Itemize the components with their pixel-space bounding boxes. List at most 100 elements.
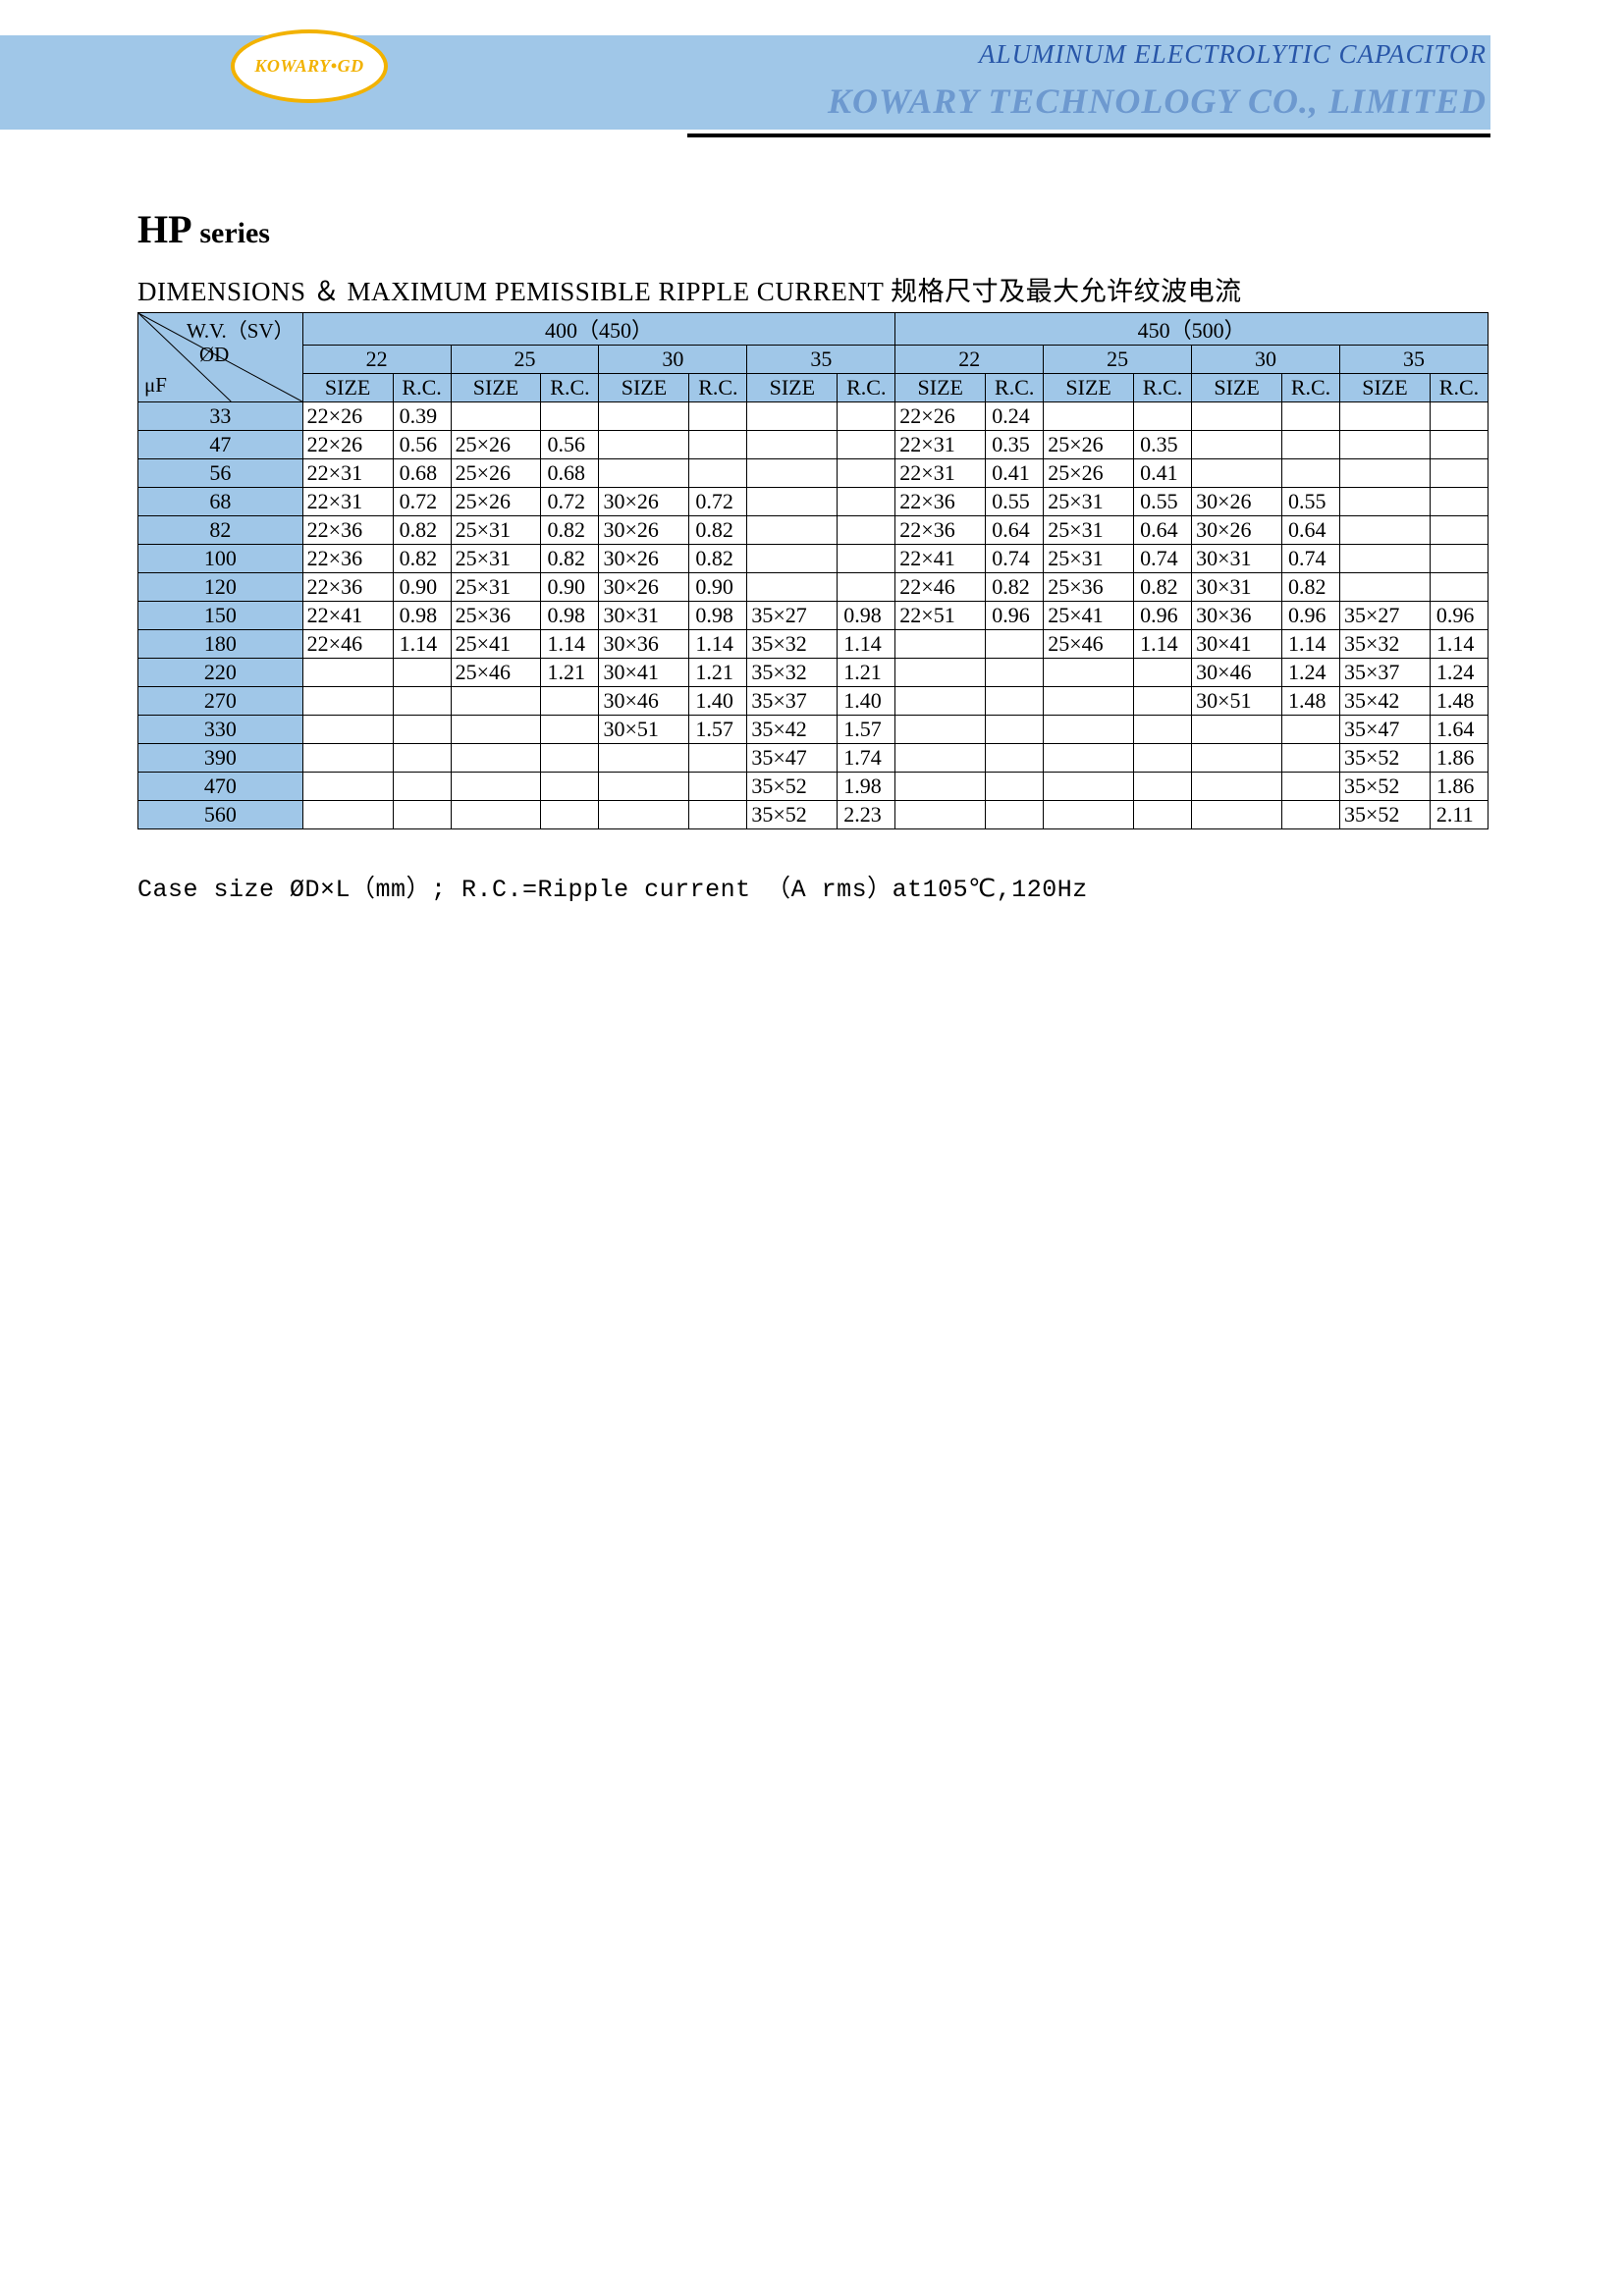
size-cell: 25×31	[1044, 545, 1134, 573]
capacitance-cell: 330	[138, 716, 303, 744]
size-cell: 25×36	[1044, 573, 1134, 602]
subheader-rc: R.C.	[986, 374, 1044, 402]
size-cell	[599, 402, 689, 431]
rc-cell: 0.90	[541, 573, 599, 602]
size-cell: 30×26	[1192, 516, 1282, 545]
size-cell: 25×31	[1044, 516, 1134, 545]
capacitance-cell: 100	[138, 545, 303, 573]
rc-cell: 1.48	[1430, 687, 1488, 716]
rc-cell: 1.40	[838, 687, 895, 716]
footnote: Case size ØD×L（mm）; R.C.=Ripple current …	[137, 869, 1492, 904]
rc-cell	[541, 801, 599, 829]
size-cell	[302, 744, 393, 773]
capacitance-cell: 470	[138, 773, 303, 801]
rc-cell	[541, 687, 599, 716]
rc-cell	[986, 773, 1044, 801]
rc-cell: 0.74	[986, 545, 1044, 573]
rc-cell	[689, 773, 747, 801]
diameter-0: 22	[302, 346, 451, 374]
rc-cell: 0.64	[1134, 516, 1192, 545]
table-row: 15022×410.9825×360.9830×310.9835×270.982…	[138, 602, 1489, 630]
size-cell	[895, 630, 986, 659]
rc-cell: 0.82	[541, 516, 599, 545]
size-cell: 25×26	[451, 431, 541, 459]
size-cell: 25×36	[451, 602, 541, 630]
rc-cell	[393, 716, 451, 744]
size-cell	[747, 488, 838, 516]
rc-cell: 0.72	[541, 488, 599, 516]
capacitance-cell: 220	[138, 659, 303, 687]
size-cell	[599, 431, 689, 459]
table-row: 18022×461.1425×411.1430×361.1435×321.142…	[138, 630, 1489, 659]
table-row: 10022×360.8225×310.8230×260.8222×410.742…	[138, 545, 1489, 573]
subheader-size: SIZE	[599, 374, 689, 402]
size-cell: 35×27	[1340, 602, 1431, 630]
size-cell: 30×31	[1192, 545, 1282, 573]
table-row: 39035×471.7435×521.86	[138, 744, 1489, 773]
rc-cell	[838, 431, 895, 459]
size-cell: 35×32	[747, 630, 838, 659]
size-cell: 35×47	[747, 744, 838, 773]
size-cell: 35×52	[747, 773, 838, 801]
table-row: 27030×461.4035×371.4030×511.4835×421.48	[138, 687, 1489, 716]
rc-cell	[1282, 431, 1340, 459]
rc-cell	[689, 431, 747, 459]
size-cell: 25×26	[451, 459, 541, 488]
rc-cell: 1.64	[1430, 716, 1488, 744]
subheader-rc: R.C.	[1134, 374, 1192, 402]
size-cell: 22×31	[302, 488, 393, 516]
series-title: HP series	[137, 206, 1492, 252]
rc-cell: 0.82	[541, 545, 599, 573]
rc-cell	[1430, 402, 1488, 431]
capacitance-cell: 47	[138, 431, 303, 459]
subheader-size: SIZE	[1044, 374, 1134, 402]
size-cell	[451, 687, 541, 716]
size-cell	[302, 716, 393, 744]
size-cell: 35×27	[747, 602, 838, 630]
rc-cell: 1.21	[689, 659, 747, 687]
size-cell: 35×47	[1340, 716, 1431, 744]
size-cell: 35×42	[1340, 687, 1431, 716]
corner-wv-label: W.V.（SV）	[187, 315, 295, 345]
rc-cell: 1.14	[1282, 630, 1340, 659]
size-cell	[302, 801, 393, 829]
rc-cell: 1.14	[689, 630, 747, 659]
rc-cell: 0.96	[1430, 602, 1488, 630]
size-cell: 22×31	[895, 431, 986, 459]
subheader-rc: R.C.	[541, 374, 599, 402]
rc-cell: 0.82	[393, 516, 451, 545]
size-cell: 22×31	[302, 459, 393, 488]
size-cell	[1044, 659, 1134, 687]
rc-cell: 1.74	[838, 744, 895, 773]
rc-cell: 0.39	[393, 402, 451, 431]
subheader-size: SIZE	[1340, 374, 1431, 402]
size-cell	[1044, 773, 1134, 801]
rc-cell: 0.41	[1134, 459, 1192, 488]
size-cell: 22×26	[895, 402, 986, 431]
size-cell	[1192, 459, 1282, 488]
rc-cell: 1.21	[838, 659, 895, 687]
table-header-row-3: SIZER.C.SIZER.C.SIZER.C.SIZER.C.SIZER.C.…	[138, 374, 1489, 402]
subheader-size: SIZE	[302, 374, 393, 402]
subheader-rc: R.C.	[393, 374, 451, 402]
rc-cell: 0.55	[986, 488, 1044, 516]
rc-cell: 0.82	[689, 516, 747, 545]
diameter-6: 30	[1192, 346, 1340, 374]
header-subtitle: ALUMINUM ELECTROLYTIC CAPACITOR	[979, 39, 1487, 70]
rc-cell: 0.98	[838, 602, 895, 630]
size-cell	[895, 801, 986, 829]
diameter-2: 30	[599, 346, 747, 374]
rc-cell	[393, 659, 451, 687]
rc-cell: 1.14	[1430, 630, 1488, 659]
rc-cell: 0.41	[986, 459, 1044, 488]
rc-cell: 0.68	[393, 459, 451, 488]
header-company: KOWARY TECHNOLOGY CO., LIMITED	[828, 80, 1487, 122]
section-title: DIMENSIONS ＆ MAXIMUM PEMISSIBLE RIPPLE C…	[137, 270, 1492, 308]
corner-uf-label: μF	[144, 373, 167, 398]
rc-cell	[541, 716, 599, 744]
capacitance-cell: 82	[138, 516, 303, 545]
rc-cell: 1.14	[838, 630, 895, 659]
size-cell: 22×46	[302, 630, 393, 659]
rc-cell: 1.48	[1282, 687, 1340, 716]
rc-cell: 0.24	[986, 402, 1044, 431]
